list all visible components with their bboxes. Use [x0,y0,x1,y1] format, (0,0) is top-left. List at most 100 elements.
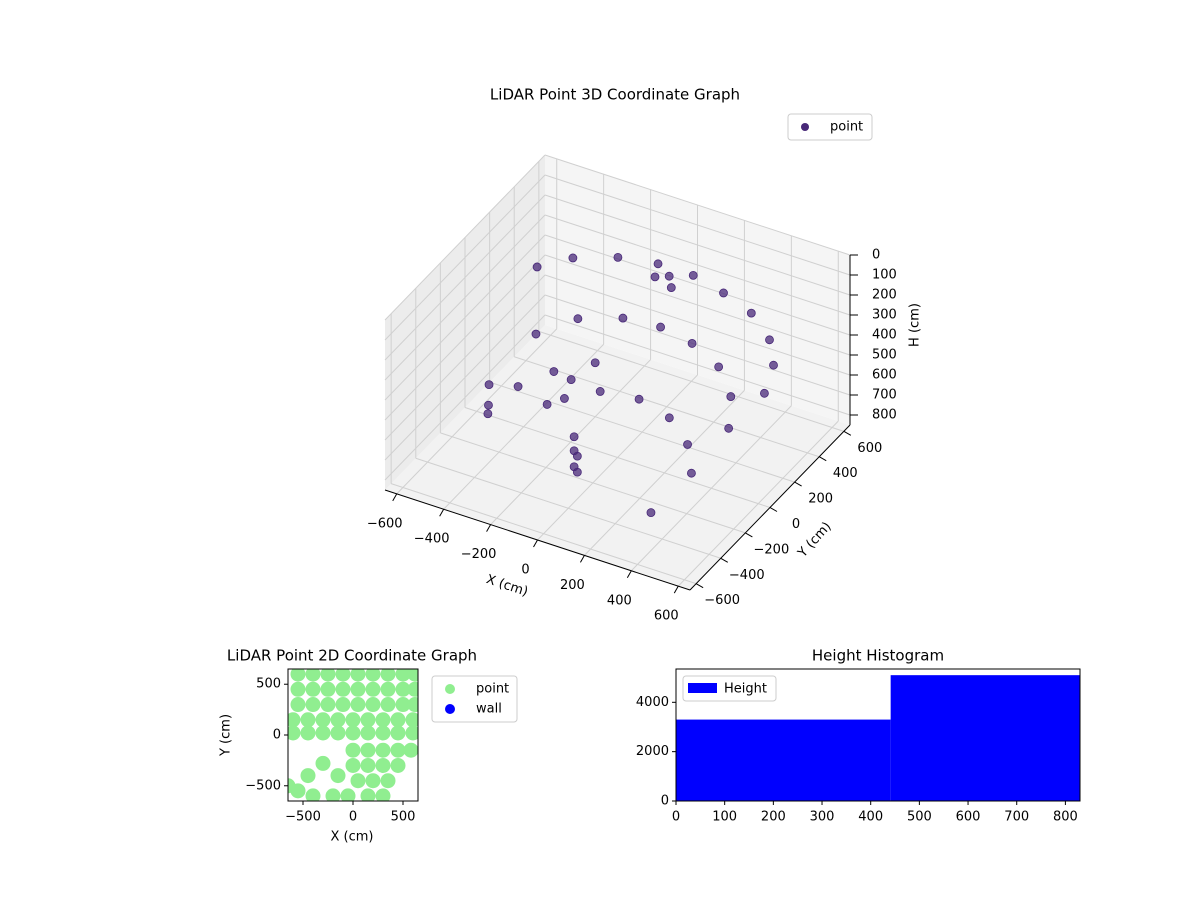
legend-marker [445,704,455,714]
y-tick-label: −200 [754,542,790,557]
tick-mark [486,524,492,532]
point [664,413,674,423]
chart-title: LiDAR Point 3D Coordinate Graph [490,86,740,104]
z-axis-label: H (cm) [908,303,923,347]
grid-line [384,234,546,401]
z-tick-label: 500 [872,348,897,363]
y-tick-label: 0 [273,728,281,743]
axes-frame [675,668,1081,802]
point [350,681,366,697]
point [666,283,676,292]
point [390,725,406,741]
point [532,262,542,272]
tick-mark [439,508,445,517]
point [375,725,391,741]
z-tick-label: 200 [872,288,897,303]
legend-patch [688,683,717,693]
z-tick-label: 600 [872,368,897,383]
tick-mark [769,507,778,512]
point [542,400,552,409]
point [687,339,697,348]
point [650,272,660,282]
grid-line [384,274,546,441]
point [375,757,391,773]
point [560,394,569,403]
y-tick-label: 500 [256,677,281,692]
legend-label: point [476,682,509,697]
legend-label: Height [724,682,767,697]
x-tick-label: 400 [607,593,632,608]
grid-line [544,254,851,356]
point [569,432,579,442]
point [300,712,316,728]
point [288,725,301,741]
point [719,288,728,298]
point [403,742,418,758]
point [350,669,366,682]
x-tick-label: 200 [761,810,786,825]
point [365,681,381,697]
point [549,367,559,376]
point [484,400,493,410]
point [315,712,331,728]
z-tick-label: 700 [872,388,897,403]
point [350,773,366,789]
point [330,725,346,741]
point [365,773,381,789]
point [573,314,583,324]
x-tick-label: 500 [907,810,932,825]
grid-line [544,214,851,316]
plot-area [288,669,418,801]
point [320,697,336,713]
x-tick-label: 400 [858,810,883,825]
point [365,669,381,682]
point [290,697,306,713]
point [724,423,734,433]
point [634,394,644,404]
point [288,778,296,794]
grid-line [464,407,771,508]
point [395,681,411,697]
bar [676,719,891,801]
y-tick-label: −600 [704,593,740,608]
point [484,380,494,390]
grid-line [415,457,721,559]
tick-mark [626,570,632,579]
point [687,468,696,478]
point [320,681,336,697]
point [350,697,366,713]
grid-line [514,356,820,458]
legend-marker [801,123,809,131]
tick-mark [579,555,585,563]
point [613,252,623,262]
x-tick-label: 0 [672,810,680,825]
point [380,681,396,697]
point [380,697,396,713]
x-tick-label: 700 [1004,810,1029,825]
point [288,712,301,728]
y-tick-label: 0 [792,517,800,532]
point [405,712,418,728]
point [390,712,406,728]
x-tick-label: 300 [810,810,835,825]
point [360,725,376,741]
point [380,669,396,682]
point [315,755,331,771]
point [330,712,346,728]
x-axis-label: X (cm) [331,830,374,845]
legend-marker [445,684,455,694]
x-tick-label: 0 [349,810,357,825]
y-tick-label: 200 [808,492,833,507]
point [335,697,351,713]
y-tick-label: −500 [245,778,281,793]
point [653,259,663,269]
point [656,322,665,332]
point [315,725,331,741]
point [769,360,778,370]
grid-line [544,234,851,336]
point [340,788,356,801]
point [305,681,321,697]
grid-line [544,314,851,416]
point [746,308,756,318]
